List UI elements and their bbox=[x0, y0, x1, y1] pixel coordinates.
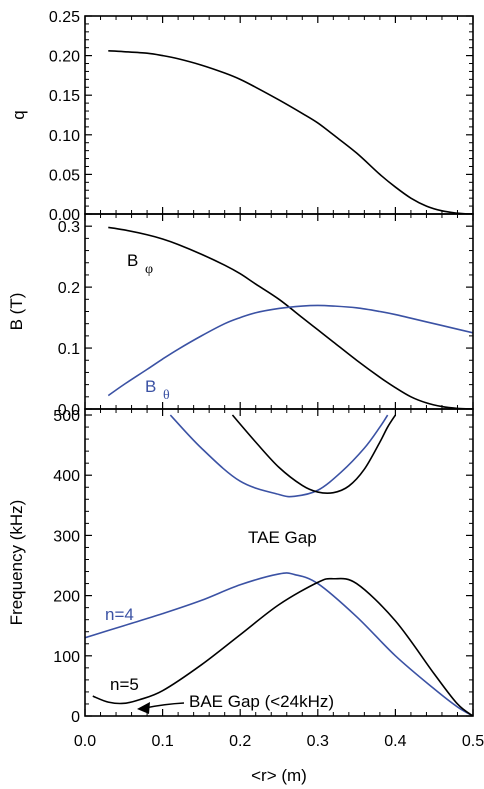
panel-3-series-2 bbox=[92, 577, 473, 716]
panel-3-series-3 bbox=[169, 414, 389, 498]
panel-1-frame bbox=[84, 15, 474, 215]
y-axis-title: Frequency (kHz) bbox=[7, 500, 26, 626]
y-tick-label: 0.25 bbox=[49, 9, 80, 26]
x-tick-label: 0.3 bbox=[307, 733, 329, 750]
n4-label: n=4 bbox=[105, 605, 134, 624]
y-tick-label: 0.1 bbox=[58, 341, 80, 358]
panel-3-series-1 bbox=[85, 572, 473, 716]
y-tick-label: 500 bbox=[53, 408, 80, 425]
b-phi-label: B bbox=[127, 251, 138, 270]
x-tick-label: 0.1 bbox=[151, 733, 173, 750]
b-theta-label: B bbox=[145, 377, 156, 396]
y-tick-label: 100 bbox=[53, 649, 80, 666]
x-tick-label: 0.4 bbox=[384, 733, 406, 750]
y-tick-label: 0.3 bbox=[58, 219, 80, 236]
y-tick-label: 0.05 bbox=[49, 167, 80, 184]
panel-3-frame bbox=[84, 408, 474, 717]
bae-gap-label: BAE Gap (<24kHz) bbox=[189, 692, 334, 711]
bae-arrow-shaft bbox=[144, 702, 185, 709]
y-tick-label: 0.00 bbox=[49, 207, 80, 224]
x-tick-label: 0.0 bbox=[74, 733, 96, 750]
y-tick-label: 0.2 bbox=[58, 280, 80, 297]
tae-gap-label: TAE Gap bbox=[248, 528, 317, 547]
y-tick-label: 0.10 bbox=[49, 128, 80, 145]
y-tick-label: 300 bbox=[53, 528, 80, 545]
panel-2-series-2 bbox=[107, 304, 473, 397]
b-phi-subscript: φ bbox=[145, 262, 153, 277]
y-tick-label: 0 bbox=[71, 709, 80, 726]
y-tick-label: 200 bbox=[53, 589, 80, 606]
n5-label: n=5 bbox=[110, 675, 139, 694]
y-tick-label: 400 bbox=[53, 468, 80, 485]
x-tick-label: 0.2 bbox=[229, 733, 251, 750]
y-axis-title: B (T) bbox=[7, 293, 26, 331]
x-axis-title: <r> (m) bbox=[251, 766, 307, 785]
y-tick-label: 0.20 bbox=[49, 49, 80, 66]
panel-2-frame bbox=[84, 213, 474, 410]
panel-2-series-1 bbox=[108, 226, 473, 409]
b-theta-subscript: θ bbox=[163, 388, 170, 403]
panel-2: 0.0 0.1 0.2 0.3 B (T) bbox=[7, 213, 474, 419]
panel-3: 0 100 200 300 400 500 0.0 0.1 0.2 0.3 0.4 0.5 Freque… bbox=[7, 408, 484, 785]
x-tick-label: 0.5 bbox=[462, 733, 484, 750]
panel-1-series-1 bbox=[108, 50, 473, 214]
panel-3-series-4 bbox=[231, 414, 397, 495]
y-axis-title: q bbox=[9, 110, 28, 119]
panel-1: 0.00 0.05 0.10 0.15 0.20 0.25 q bbox=[9, 9, 474, 224]
bae-arrow-head bbox=[137, 702, 150, 714]
y-tick-label: 0.15 bbox=[49, 88, 80, 105]
y-tick-label: 0.0 bbox=[58, 402, 80, 419]
